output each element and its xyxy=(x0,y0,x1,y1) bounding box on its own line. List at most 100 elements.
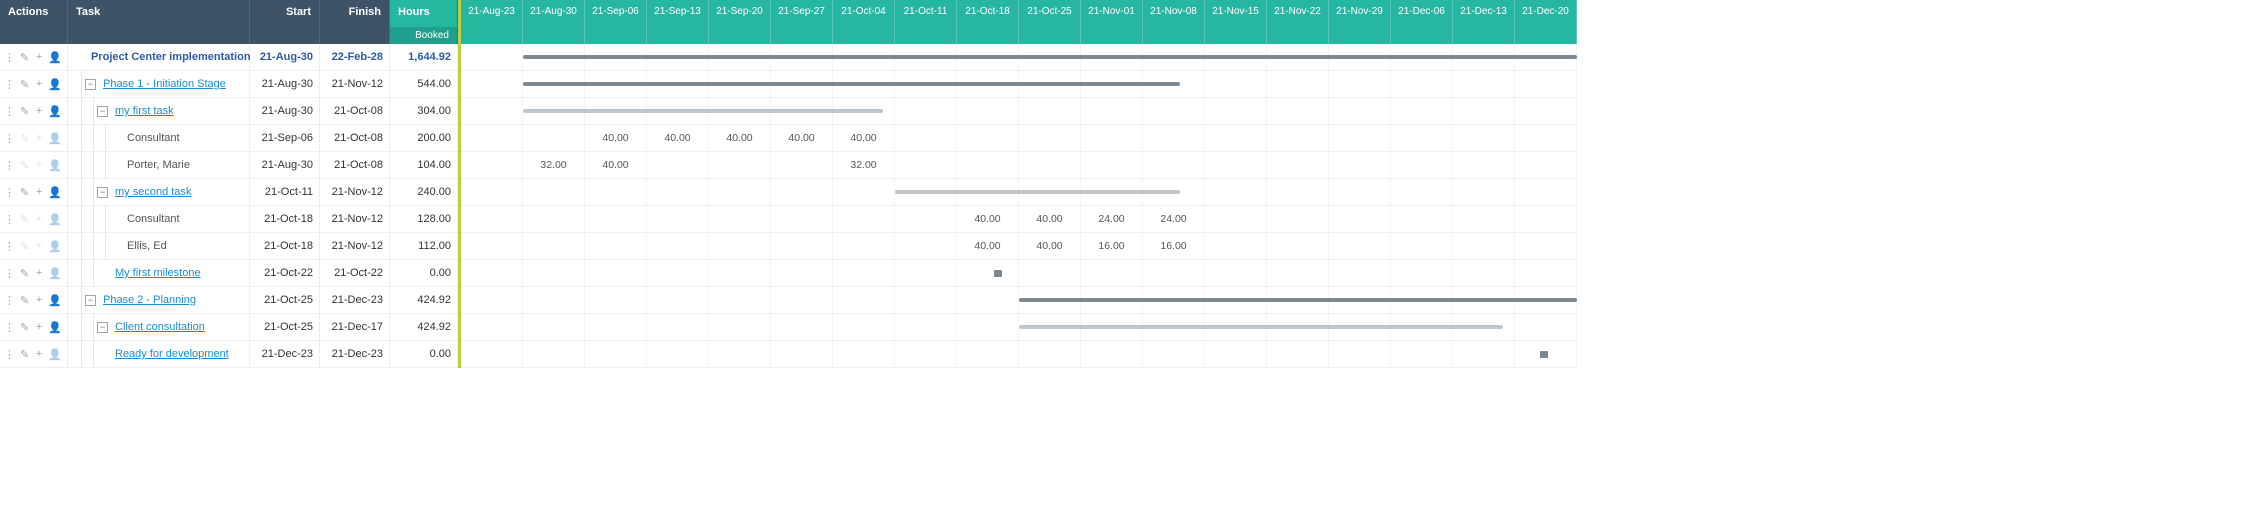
timeline-cell: 40.00 xyxy=(585,125,647,151)
pencil-icon[interactable]: ✎ xyxy=(20,105,29,117)
pencil-icon[interactable]: ✎ xyxy=(20,321,29,333)
timeline-cell xyxy=(1515,206,1577,232)
timeline-cell xyxy=(523,125,585,151)
drag-handle-icon[interactable]: ⋮ xyxy=(4,240,14,252)
drag-handle-icon[interactable]: ⋮ xyxy=(4,267,14,279)
timeline-cell xyxy=(1453,206,1515,232)
task-label[interactable]: Client consultation xyxy=(113,321,205,333)
gantt-bar[interactable] xyxy=(523,55,1577,59)
task-label[interactable]: Phase 1 - Initiation Stage xyxy=(101,78,226,90)
pencil-icon: ✎ xyxy=(20,132,29,144)
timeline-col-header: 21-Dec-13 xyxy=(1453,0,1515,44)
pencil-icon[interactable]: ✎ xyxy=(20,294,29,306)
timeline-cell xyxy=(1267,125,1329,151)
timeline-cell xyxy=(771,287,833,313)
hours-cell: 0.00 xyxy=(390,341,458,367)
milestone-marker[interactable] xyxy=(994,270,1002,277)
actions-cell: ⋮ ✎ + 👤 xyxy=(0,71,68,97)
timeline-cell xyxy=(709,233,771,259)
task-row: ⋮✎+👤−Phase 2 - Planning21-Oct-2521-Dec-2… xyxy=(0,287,458,314)
person-add-icon[interactable]: 👤 xyxy=(49,294,61,306)
person-add-icon[interactable]: 👤 xyxy=(49,186,61,198)
indent-spacer xyxy=(70,179,82,205)
timeline-cell xyxy=(523,233,585,259)
timeline-body: 40.0040.0040.0040.0040.0032.0040.0032.00… xyxy=(461,44,1577,368)
timeline-cell xyxy=(1453,125,1515,151)
person-add-icon[interactable]: 👤 xyxy=(49,105,61,117)
timeline-cell xyxy=(895,125,957,151)
pencil-icon[interactable]: ✎ xyxy=(20,267,29,279)
drag-handle-icon[interactable]: ⋮ xyxy=(4,213,14,225)
actions-cell: ⋮✎+👤 xyxy=(0,341,68,367)
plus-icon[interactable]: + xyxy=(35,321,43,333)
pencil-icon[interactable]: ✎ xyxy=(20,348,29,360)
drag-handle-icon[interactable]: ⋮ xyxy=(4,159,14,171)
task-cell: Ready for development xyxy=(68,341,250,367)
pencil-icon[interactable]: ✎ xyxy=(20,51,29,63)
plus-icon[interactable]: + xyxy=(35,186,43,198)
timeline-col-header: 21-Nov-01 xyxy=(1081,0,1143,44)
task-label[interactable]: My first milestone xyxy=(113,267,201,279)
finish-cell: 21-Dec-23 xyxy=(320,341,390,367)
pencil-icon: ✎ xyxy=(20,213,29,225)
gantt-bar[interactable] xyxy=(523,109,883,113)
collapse-toggle[interactable]: − xyxy=(97,187,108,198)
task-label[interactable]: my second task xyxy=(113,186,191,198)
task-label[interactable]: Ready for development xyxy=(113,348,229,360)
start-cell: 21-Sep-06 xyxy=(250,125,320,151)
plus-icon[interactable]: + xyxy=(35,51,43,63)
timeline-cell xyxy=(461,260,523,286)
pencil-icon[interactable]: ✎ xyxy=(20,78,29,90)
indent-spacer xyxy=(70,125,82,151)
plus-icon[interactable]: + xyxy=(35,267,43,279)
drag-handle-icon[interactable]: ⋮ xyxy=(4,51,14,63)
drag-handle-icon[interactable]: ⋮ xyxy=(4,321,14,333)
timeline-cell: 40.00 xyxy=(585,152,647,178)
collapse-toggle[interactable]: − xyxy=(97,322,108,333)
timeline-row xyxy=(461,314,1577,341)
pencil-icon[interactable]: ✎ xyxy=(20,186,29,198)
drag-handle-icon[interactable]: ⋮ xyxy=(4,348,14,360)
person-add-icon[interactable]: 👤 xyxy=(49,78,61,90)
gantt-bar[interactable] xyxy=(895,190,1180,194)
drag-handle-icon[interactable]: ⋮ xyxy=(4,78,14,90)
booked-tab[interactable]: Booked xyxy=(390,27,457,44)
plus-icon[interactable]: + xyxy=(35,78,43,90)
timeline-cell xyxy=(1515,260,1577,286)
timeline-cell xyxy=(647,206,709,232)
indent-spacer xyxy=(70,314,82,340)
person-add-icon[interactable]: 👤 xyxy=(49,321,61,333)
timeline-cell xyxy=(1391,71,1453,97)
plus-icon[interactable]: + xyxy=(35,348,43,360)
finish-cell: 21-Nov-12 xyxy=(320,233,390,259)
drag-handle-icon[interactable]: ⋮ xyxy=(4,105,14,117)
task-cell: −Phase 2 - Planning xyxy=(68,287,250,313)
person-add-icon[interactable]: 👤 xyxy=(49,51,61,63)
gantt-bar[interactable] xyxy=(1019,298,1577,302)
collapse-toggle[interactable]: − xyxy=(85,79,96,90)
collapse-toggle[interactable]: − xyxy=(85,295,96,306)
drag-handle-icon[interactable]: ⋮ xyxy=(4,186,14,198)
timeline-cell xyxy=(1205,341,1267,367)
gantt-bar[interactable] xyxy=(1019,325,1503,329)
timeline-cell xyxy=(771,179,833,205)
task-label: Consultant xyxy=(125,132,180,144)
timeline-cell xyxy=(1205,260,1267,286)
drag-handle-icon[interactable]: ⋮ xyxy=(4,294,14,306)
plus-icon[interactable]: + xyxy=(35,294,43,306)
drag-handle-icon[interactable]: ⋮ xyxy=(4,132,14,144)
task-label[interactable]: my first task xyxy=(113,105,174,117)
timeline-cell xyxy=(1391,152,1453,178)
timeline-cell xyxy=(1019,152,1081,178)
collapse-toggle[interactable]: − xyxy=(97,106,108,117)
milestone-marker[interactable] xyxy=(1540,351,1548,358)
timeline-cell xyxy=(1515,71,1577,97)
timeline-col-header: 21-Sep-13 xyxy=(647,0,709,44)
plus-icon[interactable]: + xyxy=(35,105,43,117)
timeline-cell xyxy=(895,341,957,367)
gantt-bar[interactable] xyxy=(523,82,1180,86)
task-label[interactable]: Phase 2 - Planning xyxy=(101,294,196,306)
timeline-cell xyxy=(771,233,833,259)
timeline-cell xyxy=(585,341,647,367)
timeline-cell xyxy=(1019,341,1081,367)
